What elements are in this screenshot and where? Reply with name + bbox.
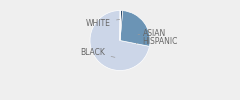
- Wedge shape: [90, 10, 150, 70]
- Text: HISPANIC: HISPANIC: [136, 38, 178, 46]
- Wedge shape: [120, 11, 150, 46]
- Wedge shape: [120, 10, 123, 40]
- Text: BLACK: BLACK: [81, 48, 115, 57]
- Text: ASIAN: ASIAN: [138, 29, 166, 38]
- Text: WHITE: WHITE: [86, 19, 120, 28]
